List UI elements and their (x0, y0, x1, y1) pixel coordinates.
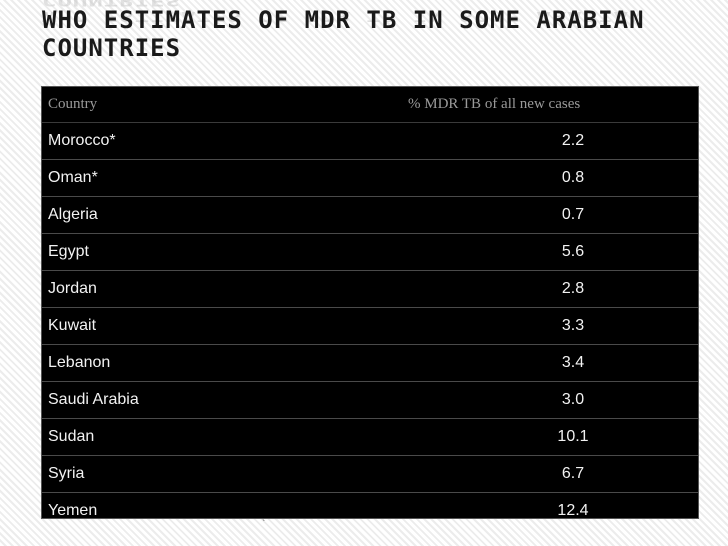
mdr-percent-cell: 2.2 (561, 132, 585, 149)
slide-title: WHO estimates of MDR TB in some Arabian … (42, 6, 645, 62)
country-cell: Saudi Arabia (48, 391, 139, 408)
country-cell: Algeria (48, 206, 98, 223)
mdr-percent-cell: 12.4 (557, 502, 589, 519)
table-row: Morocco* 2.2 (42, 123, 698, 160)
table-row: Jordan 2.8 (42, 271, 698, 308)
country-cell: Sudan (48, 428, 95, 445)
country-cell: Morocco* (48, 132, 116, 149)
footnote-mark: ` (262, 519, 266, 530)
table-header-row: Country % MDR TB of all new cases (42, 87, 698, 123)
title-area: WHO estimates of MDR TB in some Arabian … (42, 0, 702, 62)
country-cell: Jordan (48, 280, 97, 297)
country-cell: Syria (48, 465, 85, 482)
table-row: Kuwait 3.3 (42, 308, 698, 345)
table-row: Sudan 10.1 (42, 419, 698, 456)
header-value: % MDR TB of all new cases (408, 96, 581, 112)
table-row: Saudi Arabia 3.0 (42, 382, 698, 419)
country-cell: Lebanon (48, 354, 111, 371)
country-cell: Egypt (48, 243, 89, 260)
table-row: Egypt 5.6 (42, 234, 698, 271)
table-row: Yemen 12.4 (42, 493, 698, 529)
table-row: Algeria 0.7 (42, 197, 698, 234)
country-cell: Yemen (48, 502, 98, 519)
mdr-percent-cell: 6.7 (561, 465, 585, 482)
header-country: Country (48, 96, 98, 112)
mdr-percent-cell: 3.3 (561, 317, 585, 334)
table-row: Oman* 0.8 (42, 160, 698, 197)
mdr-percent-cell: 5.6 (561, 243, 585, 260)
table-row: Lebanon 3.4 (42, 345, 698, 382)
mdr-percent-cell: 0.8 (561, 169, 585, 186)
table-row: Syria 6.7 (42, 456, 698, 493)
mdr-percent-cell: 3.4 (561, 354, 585, 371)
mdr-percent-cell: 10.1 (557, 428, 589, 445)
mdr-percent-cell: 2.8 (561, 280, 585, 297)
country-cell: Kuwait (48, 317, 97, 334)
mdr-tb-table: Country % MDR TB of all new cases Morocc… (41, 86, 699, 519)
mdr-percent-cell: 3.0 (561, 391, 585, 408)
country-cell: Oman* (48, 169, 98, 186)
mdr-percent-cell: 0.7 (561, 206, 585, 223)
table-body: Morocco* 2.2 Oman* 0.8 Algeria 0.7 Egypt 5.6 Jor… (42, 123, 698, 529)
